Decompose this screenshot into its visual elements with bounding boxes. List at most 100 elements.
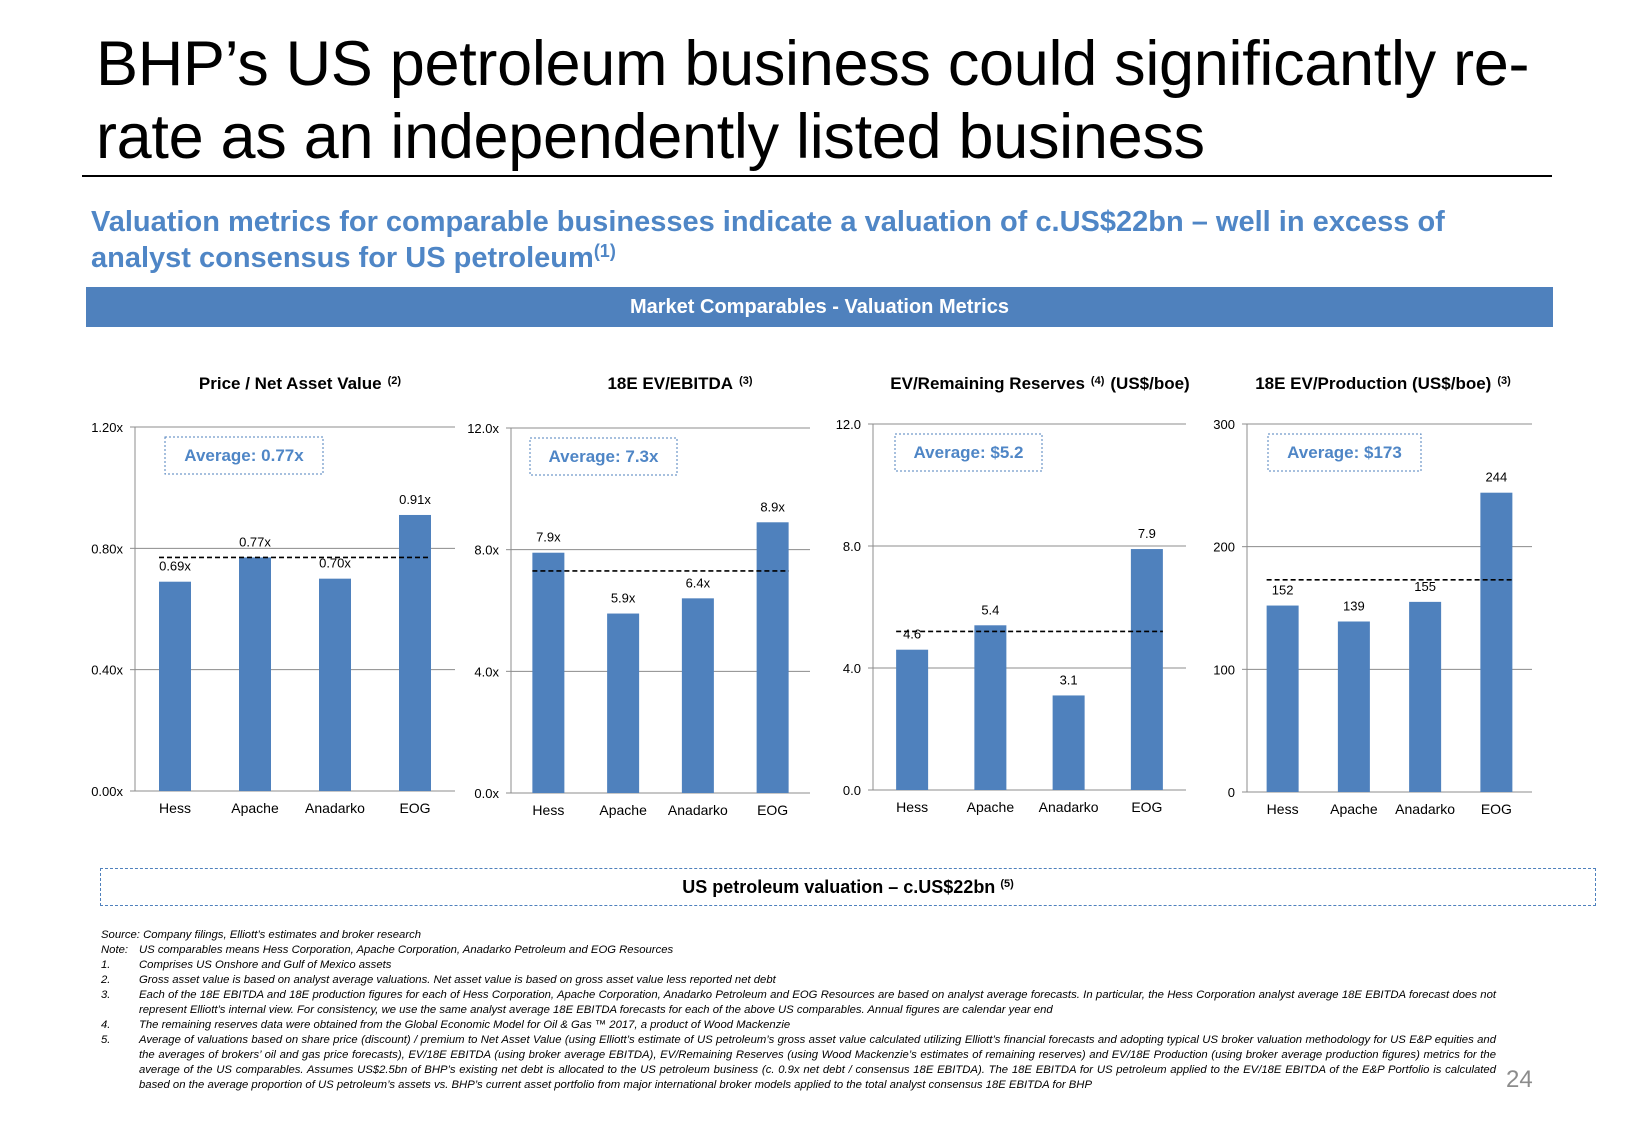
category-label: Anadarko [1395,801,1455,817]
chart-2: 18E EV/EBITDA (3) 0.0x 4.0x 8.0x 12.0x 7.9x Hes… [467,374,810,818]
average-label: Average: 7.3x [549,447,659,466]
bar-anadarko [1409,601,1442,792]
y-tick-label: 8.0 [843,539,861,554]
y-tick-label: 12.0 [836,417,861,432]
footnote-text: Each of the 18E EBITDA and 18E productio… [139,989,1496,1016]
chart-title-footnote-ref: (2) [388,375,402,387]
bar-hess [1266,605,1299,792]
y-tick-label: 200 [1213,540,1235,555]
y-tick-label: 4.0 [843,661,861,676]
y-tick-label: 0.0 [843,783,861,798]
subtitle-footnote-ref: (1) [593,241,616,261]
footnote-4: 3. Each of the 18E EBITDA and 18E product… [101,988,1496,1018]
footnotes: Source: Company filings, Elliott’s estim… [101,928,1496,1093]
category-label: Anadarko [668,802,728,818]
data-label: 7.9 [1138,526,1156,541]
data-label: 152 [1272,583,1294,598]
y-tick-label: 0.80x [91,541,123,556]
category-label: Hess [159,800,191,816]
average-box [529,437,678,476]
bar-anadarko [319,578,351,791]
footnote-number: 4. [101,1019,111,1031]
chart-3: EV/Remaining Reserves (4) (US$/boe) 0.0 4.0 8… [836,374,1190,815]
data-label: 5.4 [981,602,999,617]
category-label: EOG [1131,799,1162,815]
y-tick-label: 8.0x [474,543,499,558]
category-label: EOG [1481,801,1512,817]
bar-anadarko [1052,695,1085,790]
footnote-3: 2. Gross asset value is based on analyst … [101,973,1496,988]
category-label: Apache [599,802,647,818]
category-label: Hess [1267,801,1299,817]
bar-apache [607,613,640,793]
average-label: Average: $5.2 [914,443,1024,462]
subtitle-text: Valuation metrics for comparable busines… [91,206,1445,274]
y-tick-label: 4.0x [474,664,499,679]
y-tick-label: 0.40x [91,663,123,678]
data-label: 4.6 [903,627,921,642]
average-box [894,433,1043,472]
chart-title-units: (US$/boe) [1110,374,1189,393]
category-label: Hess [896,799,928,815]
footnote-text: Comprises US Onshore and Gulf of Mexico … [139,959,392,971]
chart-title-text: 18E EV/EBITDA [607,374,733,393]
data-label: 0.70x [319,556,351,571]
data-label: 244 [1486,470,1508,485]
category-label: Anadarko [1039,799,1099,815]
category-label: EOG [399,800,430,816]
valuation-summary-box: US petroleum valuation – c.US$22bn (5) [100,868,1596,906]
footnote-0: Source: Company filings, Elliott’s estim… [101,928,1496,943]
category-label: Apache [231,800,279,816]
page-title: BHP’s US petroleum business could signif… [96,29,1530,172]
data-label: 0.77x [239,534,271,549]
bar-apache [239,557,271,791]
bar-apache [974,625,1007,790]
y-tick-label: 300 [1213,417,1235,432]
bar-anadarko [681,598,714,793]
data-label: 8.9x [760,499,785,514]
chart-title-footnote-ref: (4) [1091,375,1105,387]
bar-eog [1130,549,1163,790]
valuation-footnote-ref: (5) [1000,878,1014,890]
chart-title: EV/Remaining Reserves (4) (US$/boe) [890,374,1189,393]
bar-apache [1337,621,1370,792]
footnote-2: 1. Comprises US Onshore and Gulf of Mexic… [101,958,1496,973]
chart-4: 18E EV/Production (US$/boe) (3) 0 100 200 300… [1213,374,1532,817]
data-label: 139 [1343,598,1365,613]
section-banner: Market Comparables - Valuation Metrics [86,287,1553,327]
y-tick-label: 0.0x [474,786,499,801]
data-label: 6.4x [686,575,711,590]
page-subtitle: Valuation metrics for comparable busines… [91,204,1551,276]
footnote-text: Average of valuations based on share pri… [139,1034,1496,1091]
page-number: 24 [1506,1066,1533,1093]
category-label: EOG [757,802,788,818]
market-comparables-charts: Price / Net Asset Value (2) 0.00x 0.40x 0.80… [91,374,1532,818]
chart-title: Price / Net Asset Value (2) [199,374,401,393]
data-label: 7.9x [536,530,561,545]
data-label: 0.69x [159,559,191,574]
bar-hess [532,552,565,793]
footnote-text: The remaining reserves data were obtaine… [139,1019,791,1031]
valuation-summary-text: US petroleum valuation – c.US$22bn [682,877,996,897]
bar-eog [756,522,789,793]
y-tick-label: 100 [1213,662,1235,677]
footnote-number: 2. [101,974,111,986]
category-label: Apache [1330,801,1378,817]
average-box [1267,433,1422,472]
chart-title-footnote-ref: (3) [739,375,753,387]
footnote-number: 3. [101,989,111,1001]
footnote-number: 5. [101,1034,111,1046]
average-label: Average: 0.77x [184,446,304,465]
chart-title-footnote-ref: (3) [1497,375,1511,387]
chart-1: Price / Net Asset Value (2) 0.00x 0.40x 0.80… [91,374,455,816]
chart-title-text: EV/Remaining Reserves [890,374,1085,393]
bar-hess [896,649,929,790]
y-tick-label: 12.0x [467,421,499,436]
footnote-5: 4. The remaining reserves data were obtai… [101,1018,1496,1033]
footnote-text: Gross asset value is based on analyst av… [139,974,776,986]
y-tick-label: 1.20x [91,420,123,435]
category-label: Hess [532,802,564,818]
chart-title: 18E EV/EBITDA (3) [607,374,752,393]
bar-eog [1480,492,1513,792]
footnote-text: US comparables means Hess Corporation, A… [139,944,674,956]
